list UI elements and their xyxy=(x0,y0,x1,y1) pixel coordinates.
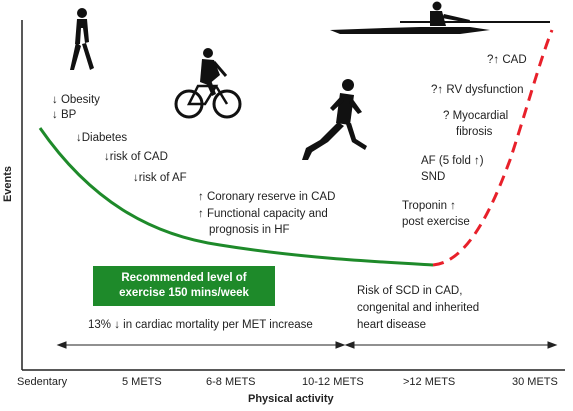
cyclist-icon xyxy=(174,48,242,119)
runner-icon xyxy=(302,79,367,160)
x-tick-30-mets: 30 METS xyxy=(512,376,558,388)
scd-range-arrow xyxy=(344,341,558,349)
recommended-line-2: exercise 150 mins/week xyxy=(119,287,249,299)
scd-note-line-2: congenital and inherited xyxy=(357,302,480,314)
walking-person-icon xyxy=(70,8,94,70)
scd-note-line-3: heart disease xyxy=(357,319,427,331)
effect-fibrosis: fibrosis xyxy=(456,126,493,138)
x-tick-10-12-mets: 10-12 METS xyxy=(302,376,364,388)
effect-rv-dysfunction: ?↑ RV dysfunction xyxy=(431,84,524,96)
effect-risk-cad: ↓risk of CAD xyxy=(104,151,168,163)
x-tick-over-12-mets: >12 METS xyxy=(403,376,456,388)
mortality-note: 13% ↓ in cardiac mortality per MET incre… xyxy=(88,319,313,331)
effect-obesity: ↓ Obesity xyxy=(52,94,100,106)
x-tick-6-8-mets: 6-8 METS xyxy=(206,376,256,388)
recommended-line-1: Recommended level of xyxy=(121,272,247,284)
y-axis-title: Events xyxy=(2,165,15,203)
recommended-exercise-box: Recommended level of exercise 150 mins/w… xyxy=(93,266,275,306)
effect-troponin: Troponin ↑ xyxy=(402,200,456,212)
effect-functional-capacity: ↑ Functional capacity and xyxy=(198,208,328,220)
effect-prognosis-hf: prognosis in HF xyxy=(209,224,290,236)
risk-curve xyxy=(432,29,554,267)
effect-risk-af: ↓risk of AF xyxy=(133,172,187,184)
effect-cad-risk: ?↑ CAD xyxy=(487,54,527,66)
benefit-curve xyxy=(38,127,434,267)
x-tick-sedentary: Sedentary xyxy=(17,376,68,388)
mortality-range-arrow xyxy=(56,341,346,349)
effect-coronary-reserve: ↑ Coronary reserve in CAD xyxy=(198,191,336,203)
effect-snd: SND xyxy=(421,171,446,183)
effect-af-fold: AF (5 fold ↑) xyxy=(421,155,484,167)
effect-bp: ↓ BP xyxy=(52,109,77,121)
effect-diabetes: ↓Diabetes xyxy=(76,132,128,144)
x-axis-title: Physical activity xyxy=(248,393,334,405)
rower-icon xyxy=(330,1,550,34)
scd-note-line-1: Risk of SCD in CAD, xyxy=(357,285,463,297)
effect-post-exercise: post exercise xyxy=(402,216,470,228)
effect-myocardial: ? Myocardial xyxy=(443,110,509,122)
x-tick-5-mets: 5 METS xyxy=(122,376,162,388)
